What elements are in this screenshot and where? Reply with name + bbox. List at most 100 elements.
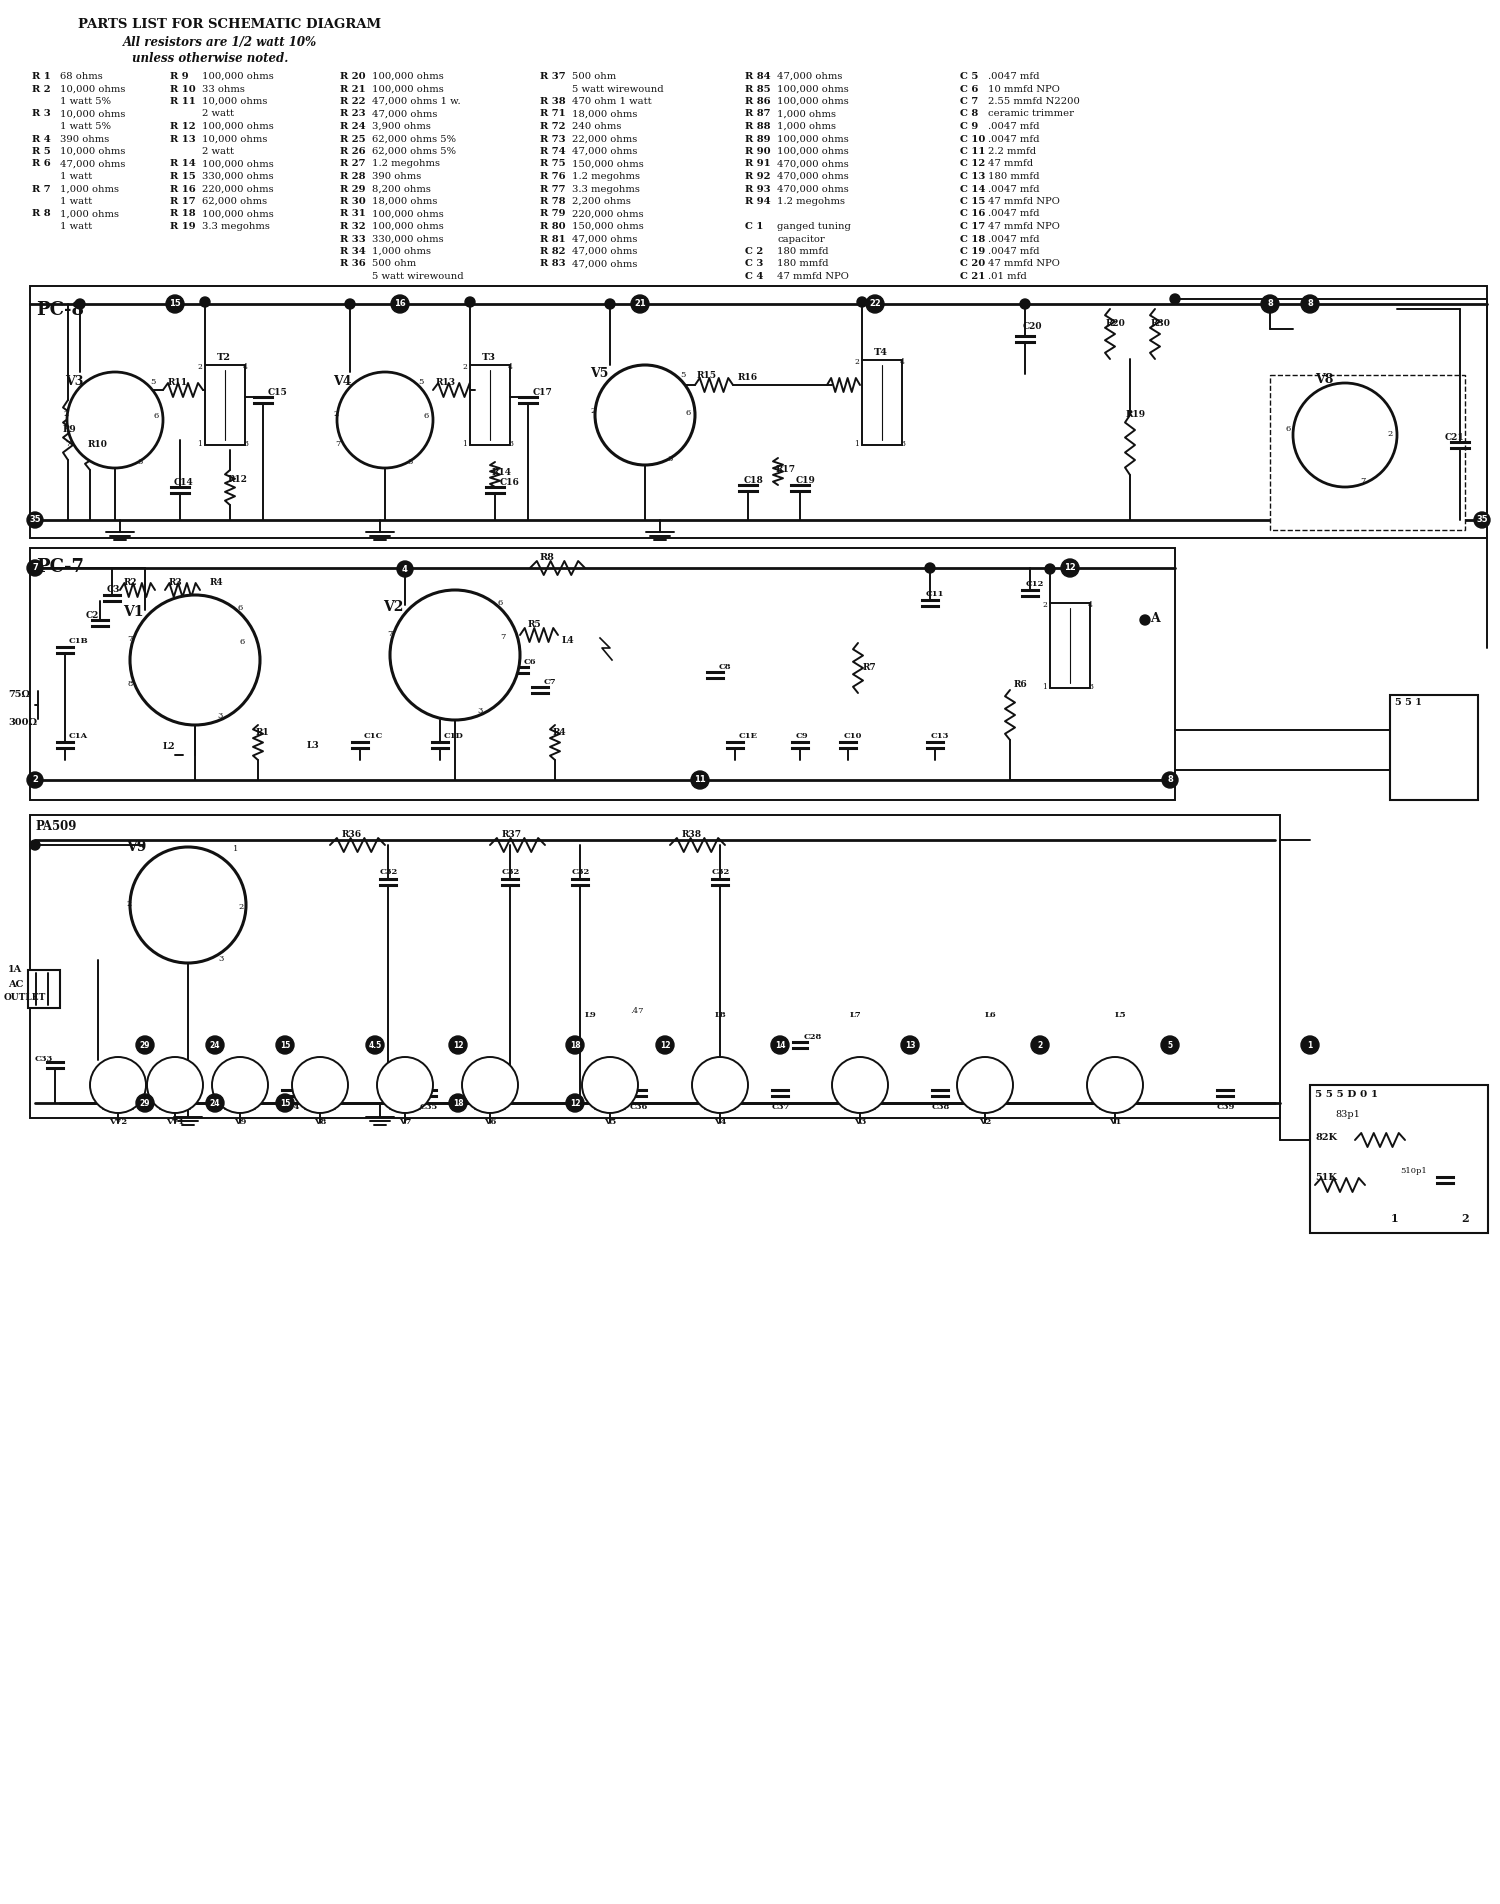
Text: R 84: R 84 xyxy=(746,72,771,82)
Text: 18: 18 xyxy=(453,1099,464,1108)
Text: R 19: R 19 xyxy=(170,223,195,230)
Text: C16: C16 xyxy=(500,478,520,487)
Circle shape xyxy=(398,562,412,577)
Circle shape xyxy=(566,1036,584,1055)
Text: 47 mmfd NPO: 47 mmfd NPO xyxy=(988,223,1060,230)
Text: 47,000 ohms: 47,000 ohms xyxy=(372,110,438,118)
Text: R 77: R 77 xyxy=(540,185,566,194)
Circle shape xyxy=(338,371,433,468)
Text: 12: 12 xyxy=(453,1040,464,1049)
Text: .0047 mfd: .0047 mfd xyxy=(988,72,1039,82)
Text: .0047 mfd: .0047 mfd xyxy=(988,234,1039,244)
Text: 3: 3 xyxy=(668,455,672,463)
Text: 7: 7 xyxy=(128,636,132,644)
Text: 11: 11 xyxy=(694,775,706,784)
Text: R15: R15 xyxy=(698,371,717,381)
Text: 470,000 ohms: 470,000 ohms xyxy=(777,185,849,194)
Text: C1B: C1B xyxy=(69,638,88,645)
Text: 62,000 ohms 5%: 62,000 ohms 5% xyxy=(372,147,456,156)
Text: R 38: R 38 xyxy=(540,97,566,107)
Text: 47 mmfd NPO: 47 mmfd NPO xyxy=(777,272,849,282)
Bar xyxy=(206,366,245,446)
Bar xyxy=(1310,1085,1488,1234)
Text: 47,000 ohms: 47,000 ohms xyxy=(572,147,638,156)
Text: 2,200 ohms: 2,200 ohms xyxy=(572,196,632,206)
Text: R 18: R 18 xyxy=(170,209,195,219)
Text: R 34: R 34 xyxy=(340,248,366,255)
Text: L8: L8 xyxy=(716,1011,726,1019)
Text: R 2: R 2 xyxy=(32,84,51,93)
Text: R16: R16 xyxy=(738,373,758,383)
Text: 180 mmfd: 180 mmfd xyxy=(988,171,1039,181)
Text: 150,000 ohms: 150,000 ohms xyxy=(572,223,644,230)
Text: R 15: R 15 xyxy=(170,171,195,181)
Text: C15: C15 xyxy=(268,388,288,398)
Text: L5: L5 xyxy=(1114,1011,1126,1019)
Circle shape xyxy=(392,295,410,312)
Text: 10,000 ohms: 10,000 ohms xyxy=(202,97,267,107)
Text: 35: 35 xyxy=(28,516,40,524)
Text: 35: 35 xyxy=(1476,516,1488,524)
Text: C17: C17 xyxy=(532,388,552,398)
Text: C28: C28 xyxy=(804,1034,822,1041)
Circle shape xyxy=(211,1057,268,1114)
Text: R4: R4 xyxy=(210,579,224,586)
Text: C9: C9 xyxy=(796,731,808,741)
Text: C 17: C 17 xyxy=(960,223,986,230)
Text: R2: R2 xyxy=(124,579,138,586)
Circle shape xyxy=(448,1095,466,1112)
Text: 1: 1 xyxy=(853,440,859,447)
Text: 2: 2 xyxy=(1042,602,1047,609)
Text: 4: 4 xyxy=(1088,602,1094,609)
Text: 6: 6 xyxy=(498,600,502,607)
Circle shape xyxy=(1088,1057,1143,1114)
Text: 7: 7 xyxy=(64,440,70,447)
Circle shape xyxy=(1300,295,1318,312)
Text: R 27: R 27 xyxy=(340,160,366,168)
Text: V8: V8 xyxy=(1316,373,1334,387)
Text: R1: R1 xyxy=(256,727,270,737)
Text: R6: R6 xyxy=(1014,680,1028,689)
Text: unless otherwise noted.: unless otherwise noted. xyxy=(132,51,288,65)
Text: 5 watt wirewound: 5 watt wirewound xyxy=(372,272,464,282)
Text: R 6: R 6 xyxy=(32,160,51,168)
Text: R 90: R 90 xyxy=(746,147,771,156)
Text: 3: 3 xyxy=(136,459,142,466)
Text: V1: V1 xyxy=(123,605,144,619)
Text: 240 ohms: 240 ohms xyxy=(572,122,621,131)
Text: 2: 2 xyxy=(1038,1040,1042,1049)
Text: 150,000 ohms: 150,000 ohms xyxy=(572,160,644,168)
Text: R 3: R 3 xyxy=(32,110,51,118)
Text: 18: 18 xyxy=(570,1040,580,1049)
Text: 1: 1 xyxy=(232,845,238,853)
Text: 220,000 ohms: 220,000 ohms xyxy=(572,209,644,219)
Text: 51K: 51K xyxy=(1316,1173,1336,1182)
Text: 1 watt 5%: 1 watt 5% xyxy=(60,122,111,131)
Circle shape xyxy=(771,1036,789,1055)
Text: R 78: R 78 xyxy=(540,196,566,206)
Text: T3: T3 xyxy=(482,352,496,362)
Text: R 74: R 74 xyxy=(540,147,566,156)
Text: 1.2 megohms: 1.2 megohms xyxy=(372,160,440,168)
Text: C10: C10 xyxy=(844,731,862,741)
Text: 1.2 megohms: 1.2 megohms xyxy=(572,171,640,181)
Text: V7: V7 xyxy=(399,1118,411,1125)
Text: R 7: R 7 xyxy=(32,185,51,194)
Text: C34: C34 xyxy=(282,1102,300,1112)
Text: .01 mfd: .01 mfd xyxy=(988,272,1026,282)
Circle shape xyxy=(75,299,86,308)
Text: 2: 2 xyxy=(238,902,243,910)
Text: C 13: C 13 xyxy=(960,171,986,181)
Circle shape xyxy=(30,564,40,573)
Text: C 2: C 2 xyxy=(746,248,764,255)
Text: 1: 1 xyxy=(1308,1040,1312,1049)
Circle shape xyxy=(292,1057,348,1114)
Text: V1: V1 xyxy=(1108,1118,1120,1125)
Text: OUTLET: OUTLET xyxy=(4,994,46,1002)
Text: 47,000 ohms: 47,000 ohms xyxy=(572,259,638,268)
Text: C1A: C1A xyxy=(69,731,88,741)
Text: 2: 2 xyxy=(196,364,202,371)
Text: 2.55 mmfd N2200: 2.55 mmfd N2200 xyxy=(988,97,1080,107)
Text: 3: 3 xyxy=(217,712,222,720)
Bar xyxy=(1050,604,1090,687)
